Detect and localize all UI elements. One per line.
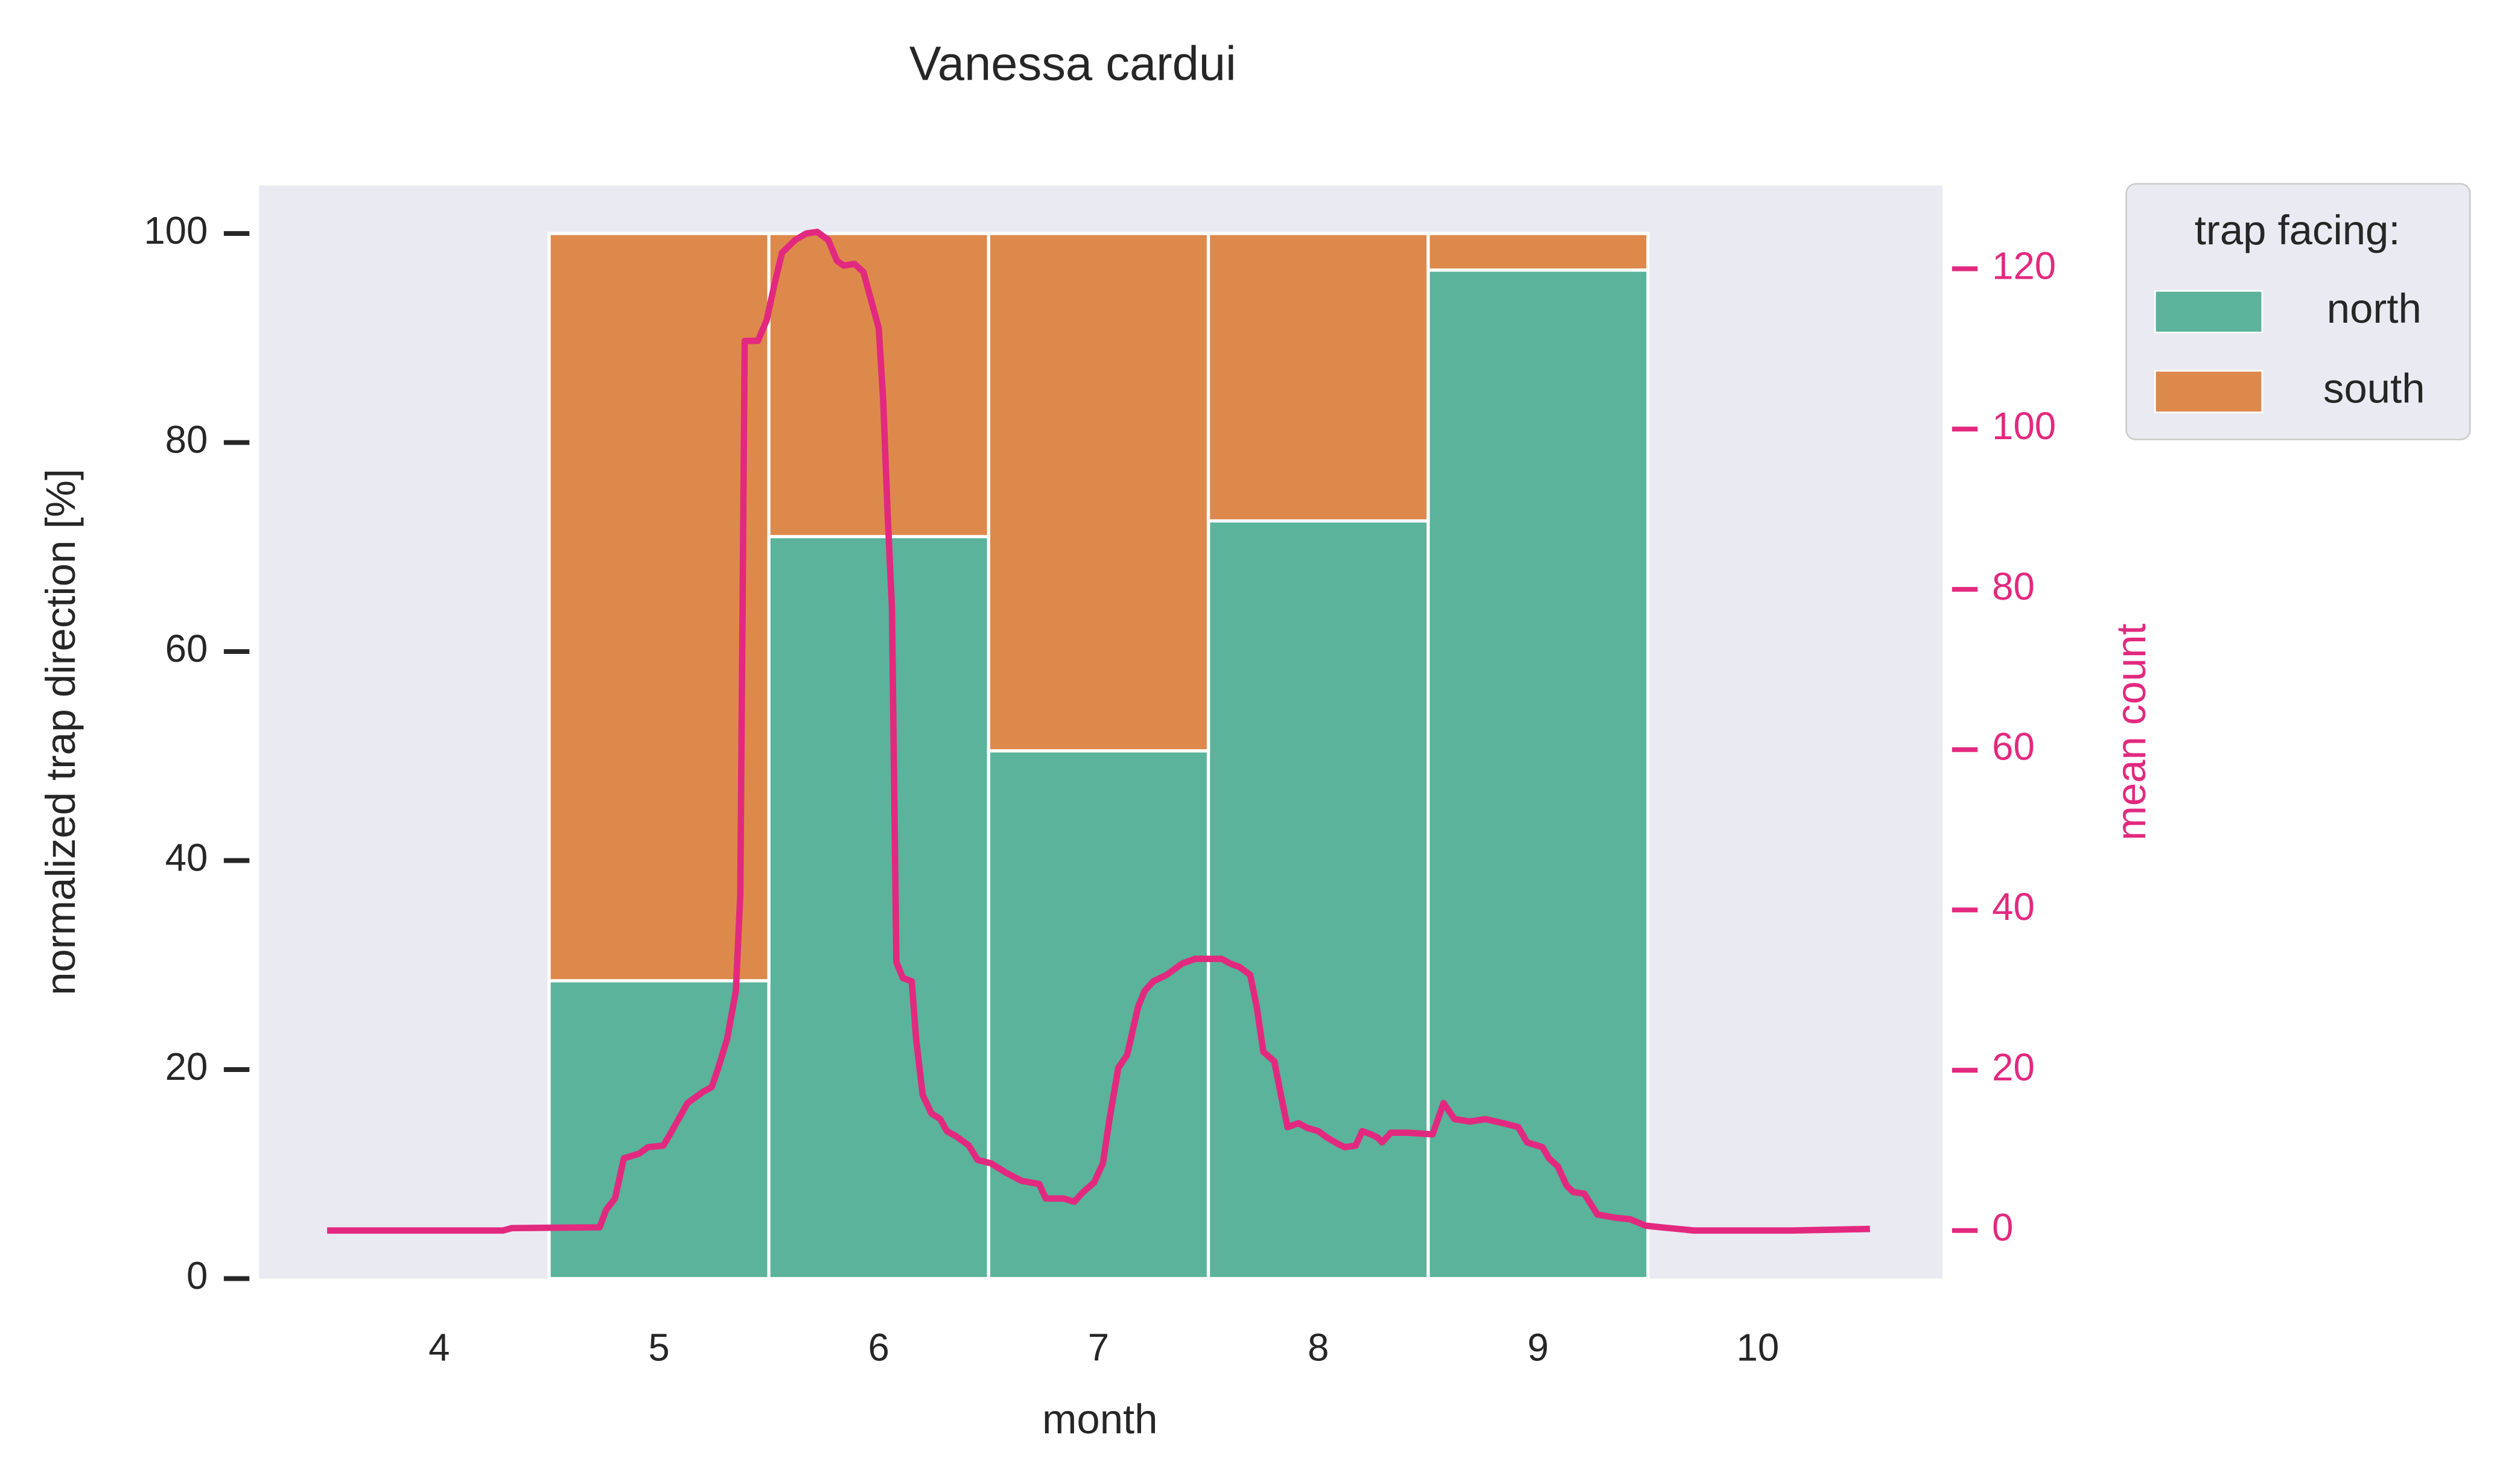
legend: trap facing: north south	[2125, 183, 2471, 440]
bar-segment	[987, 232, 1210, 753]
x-tick-label: 9	[1527, 1327, 1548, 1369]
line	[327, 229, 1870, 1234]
legend-label: north	[2327, 285, 2422, 332]
legend-title: trap facing:	[2195, 207, 2400, 253]
bar-segment	[1427, 268, 1650, 1281]
legend-label: south	[2323, 365, 2425, 411]
x-tick-label: 5	[648, 1327, 669, 1369]
x-tick-label: 4	[428, 1327, 450, 1369]
y2-axis-label: mean count	[2108, 623, 2154, 840]
bar-segment	[1427, 232, 1650, 272]
bar-segment	[1206, 519, 1430, 1281]
y2-tick-label: 40	[1992, 886, 2035, 928]
y2-tick-label: 0	[1992, 1207, 2013, 1249]
chart-title: Vanessa cardui	[909, 36, 1236, 90]
y2-tick-label: 80	[1992, 565, 2035, 608]
x-axis-label: month	[1042, 1396, 1157, 1442]
y-tick-label: 100	[144, 209, 208, 252]
x-tick-label: 7	[1088, 1327, 1109, 1369]
y-tick-label: 80	[165, 418, 208, 461]
bar-segment	[1206, 232, 1430, 523]
y2-tick-label: 60	[1992, 725, 2035, 768]
y-tick-label: 0	[186, 1254, 208, 1297]
bar-segment	[767, 232, 990, 539]
bar-segment	[547, 232, 771, 983]
bar-segment	[767, 534, 990, 1281]
y2-tick-label: 120	[1992, 244, 2056, 287]
x-tick-label: 10	[1737, 1327, 1780, 1369]
bar-segment	[547, 979, 771, 1281]
legend-swatch	[2154, 370, 2263, 413]
legend-swatch	[2154, 290, 2263, 334]
y-axis-label: normalized trap direction [%]	[37, 469, 84, 995]
x-tick-label: 8	[1308, 1327, 1329, 1369]
y-tick-label: 60	[165, 627, 208, 670]
y-tick-label: 20	[165, 1045, 208, 1088]
x-tick-label: 6	[868, 1327, 889, 1369]
y-tick-label: 40	[165, 836, 208, 879]
y2-tick-label: 100	[1992, 405, 2056, 448]
bar-segment	[987, 749, 1210, 1281]
y2-tick-label: 20	[1992, 1046, 2035, 1089]
